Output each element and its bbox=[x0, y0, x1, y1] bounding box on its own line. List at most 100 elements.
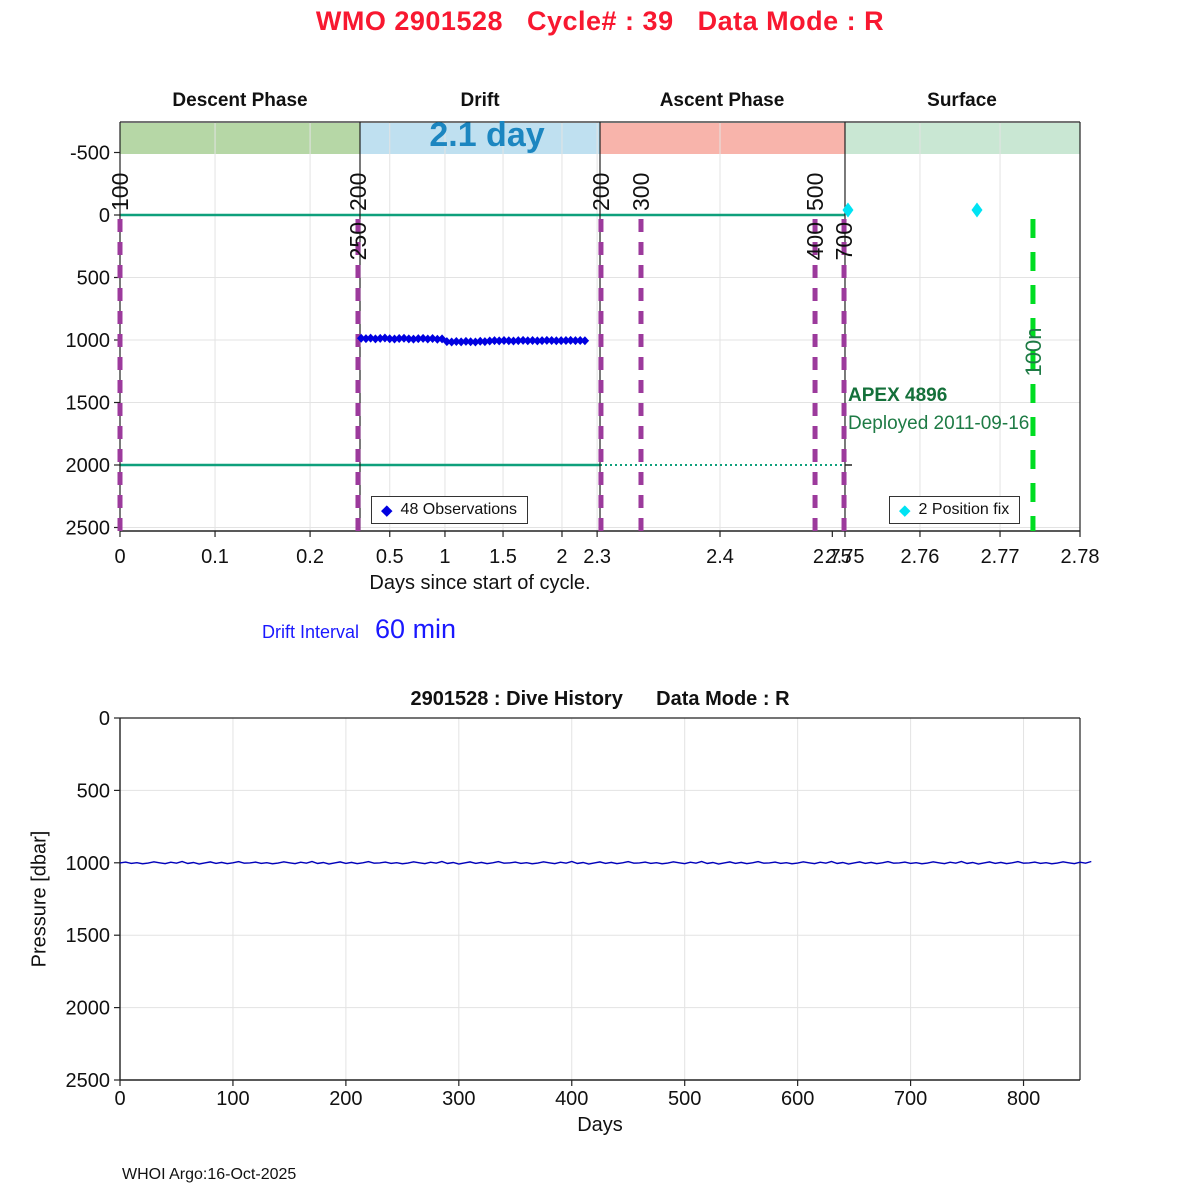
x-tick-label: 100 bbox=[216, 1088, 249, 1110]
observation-point bbox=[395, 334, 404, 343]
x-tick-label: 0.5 bbox=[376, 546, 404, 568]
event-line-label: 400 bbox=[802, 222, 828, 260]
band-ascent-phase bbox=[600, 123, 845, 154]
event-line-label: 250 bbox=[345, 222, 371, 260]
observation-point bbox=[376, 333, 385, 343]
position-fix-point bbox=[971, 202, 983, 218]
drift-duration-label: 2.1 day bbox=[429, 116, 545, 154]
figure-title: WMO 2901528 Cycle# : 39 Data Mode : R bbox=[315, 6, 885, 36]
drift-interval: Drift Interval 60 min bbox=[262, 614, 456, 645]
y-tick-label: 0 bbox=[99, 708, 110, 730]
observation-point bbox=[509, 336, 518, 346]
observation-point bbox=[561, 336, 571, 345]
observation-point bbox=[518, 335, 528, 345]
x-tick-label: 0 bbox=[114, 546, 125, 568]
observation-point bbox=[423, 334, 432, 344]
x-tick-label: 0.1 bbox=[201, 546, 229, 568]
observation-point bbox=[452, 337, 461, 346]
x-tick-label: 500 bbox=[668, 1088, 701, 1110]
band-descent-phase bbox=[120, 123, 360, 154]
footer-credit: WHOI Argo:16-Oct-2025 bbox=[122, 1166, 297, 1183]
observation-point bbox=[542, 335, 552, 345]
event-line-label: 300 bbox=[628, 173, 654, 211]
legend-position-fix-label: 2 Position fix bbox=[918, 501, 1010, 518]
phase-label-descent: Descent Phase bbox=[172, 90, 308, 111]
phase-label-ascent: Ascent Phase bbox=[659, 90, 785, 111]
event-line-label: 700 bbox=[831, 222, 857, 260]
observation-point bbox=[576, 336, 585, 345]
x-tick-label: 2 bbox=[556, 546, 567, 568]
surface-distance-label: 100n bbox=[1021, 328, 1046, 377]
x-tick-label: 600 bbox=[781, 1088, 814, 1110]
y-tick-label: 2500 bbox=[66, 518, 111, 540]
observation-point bbox=[571, 336, 580, 346]
bottom-chart-title: 2901528 : Dive History Data Mode : R bbox=[410, 688, 790, 710]
observation-point bbox=[556, 336, 566, 346]
observation-point bbox=[547, 336, 556, 345]
legend-observations-label: 48 Observations bbox=[400, 501, 518, 518]
observation-point bbox=[537, 336, 547, 346]
position-fix-marker-icon: ◆ bbox=[899, 501, 911, 519]
phase-label-drift: Drift bbox=[460, 90, 500, 111]
observation-point bbox=[552, 336, 561, 346]
x-tick-label: 2.78 bbox=[1061, 546, 1100, 568]
band-surface bbox=[844, 123, 1080, 154]
observation-point bbox=[485, 336, 494, 346]
band-drift bbox=[360, 123, 600, 154]
observation-point bbox=[409, 334, 418, 344]
float-type-label: APEX 4896 bbox=[848, 385, 948, 406]
deployed-date-label: Deployed 2011-09-16 bbox=[848, 413, 1030, 434]
x-tick-label: 0.2 bbox=[296, 546, 324, 568]
event-line-label: 200 bbox=[588, 173, 614, 211]
dive-history-line bbox=[119, 860, 1092, 865]
observation-point bbox=[514, 336, 523, 346]
observation-point bbox=[476, 336, 485, 346]
observation-point bbox=[461, 336, 471, 346]
y-tick-label: 2000 bbox=[66, 998, 111, 1020]
observation-point bbox=[528, 336, 537, 345]
x-tick-label: 2.77 bbox=[981, 546, 1020, 568]
x-tick-label: 2.76 bbox=[900, 546, 939, 568]
y-tick-label: 2000 bbox=[66, 455, 111, 477]
x-tick-label: 800 bbox=[1007, 1088, 1040, 1110]
observation-point bbox=[533, 336, 542, 346]
legend-position-fix: ◆ 2 Position fix bbox=[889, 496, 1021, 524]
legend-observations: ◆ 48 Observations bbox=[371, 496, 529, 524]
event-line-label: 500 bbox=[802, 173, 828, 211]
observation-point bbox=[404, 334, 413, 344]
observation-point bbox=[385, 334, 394, 344]
observation-point bbox=[399, 333, 409, 343]
observation-point bbox=[580, 336, 590, 346]
observation-point bbox=[523, 336, 532, 346]
y-tick-label: 0 bbox=[99, 205, 110, 227]
observation-point bbox=[566, 335, 575, 345]
y-tick-label: 500 bbox=[77, 268, 110, 290]
event-line-label: 200 bbox=[345, 173, 371, 211]
observation-point bbox=[447, 337, 456, 347]
y-tick-label: 1000 bbox=[66, 853, 111, 875]
observation-point bbox=[361, 334, 371, 344]
top-chart-x-axis-label: Days since start of cycle. bbox=[369, 572, 591, 594]
observation-point bbox=[499, 336, 509, 345]
bottom-chart-y-axis-label: Pressure [dbar] bbox=[28, 830, 51, 968]
observation-point bbox=[371, 334, 380, 344]
drift-interval-value: 60 min bbox=[375, 614, 457, 644]
y-tick-label: 1500 bbox=[66, 925, 111, 947]
observation-point bbox=[442, 337, 452, 347]
observation-marker-icon: ◆ bbox=[381, 501, 393, 519]
phase-label-surface: Surface bbox=[927, 90, 997, 111]
y-tick-label: -500 bbox=[70, 143, 110, 165]
observation-point bbox=[480, 337, 490, 347]
observation-point bbox=[466, 337, 475, 347]
y-tick-label: 1000 bbox=[66, 330, 111, 352]
y-tick-label: 500 bbox=[77, 780, 110, 802]
x-tick-label: 2.75 bbox=[813, 546, 852, 568]
x-tick-label: 2.4 bbox=[706, 546, 734, 568]
y-tick-label: 1500 bbox=[66, 393, 111, 415]
event-line-label: 100 bbox=[107, 173, 133, 211]
bottom-chart-x-axis-label: Days bbox=[577, 1114, 623, 1136]
drift-interval-label: Drift Interval bbox=[262, 622, 360, 642]
x-tick-label: 2.3 bbox=[583, 546, 611, 568]
